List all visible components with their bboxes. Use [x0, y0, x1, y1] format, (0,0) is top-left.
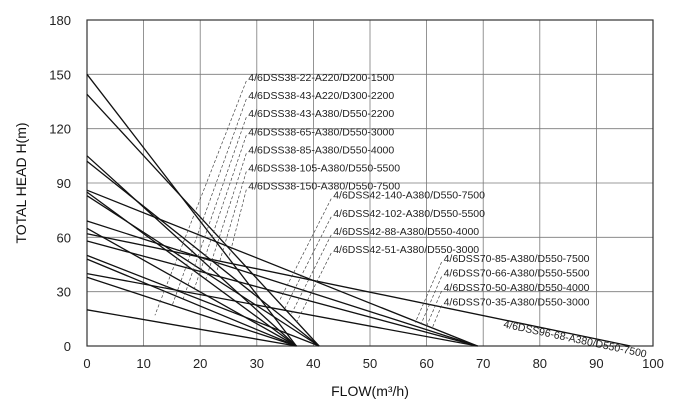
leader-line: [420, 276, 442, 325]
tick-labels: 0 10 20 30 40 50 60 70 80 90 100 0 30 60 90 120 150 180: [49, 13, 664, 371]
y-tick-label: 120: [49, 122, 71, 137]
series-line: [86, 220, 478, 347]
series-line: [86, 258, 297, 347]
leader-line: [171, 98, 247, 307]
series-line: [86, 309, 297, 347]
model-label: 4/6DSS38-105-A380/D550-5500: [248, 163, 400, 175]
leader-lines: [154, 80, 442, 329]
leader-line: [194, 135, 247, 289]
leader-line: [279, 198, 332, 301]
y-tick-label: 150: [49, 67, 71, 82]
series-line: [86, 160, 320, 347]
y-tick-label: 90: [57, 176, 71, 191]
model-label: 4/6DSS38-22-A220/D200-1500: [248, 72, 394, 84]
series-line: [86, 195, 320, 347]
x-tick-label: 50: [363, 356, 377, 371]
leader-line: [154, 80, 247, 316]
model-label: 4/6DSS42-140-A380/D550-7500: [333, 190, 485, 202]
leader-line: [296, 252, 332, 323]
y-tick-label: 180: [49, 13, 71, 28]
y-axis-title: TOTAL HEAD H(m): [13, 122, 29, 243]
leader-line: [182, 117, 247, 300]
model-label: 4/6DSS70-35-A380/D550-3000: [444, 297, 590, 309]
model-labels: 4/6DSS38-22-A220/D200-1500 4/6DSS38-43-A2…: [248, 72, 647, 361]
y-tick-label: 0: [64, 339, 71, 354]
series-line: [86, 240, 478, 347]
series-line: [86, 93, 320, 347]
x-tick-label: 20: [193, 356, 207, 371]
model-label: 4/6DSS42-102-A380/D550-5500: [333, 208, 485, 220]
model-label: 4/6DSS70-66-A380/D550-5500: [444, 268, 590, 280]
leader-line: [414, 261, 442, 323]
x-tick-label: 10: [136, 356, 150, 371]
model-label: 4/6DSS38-150-A380/D550-7500: [248, 181, 400, 193]
y-tick-label: 60: [57, 230, 71, 245]
x-tick-label: 60: [419, 356, 433, 371]
series-line: [86, 254, 320, 347]
leader-line: [431, 305, 442, 329]
model-label: 4/6DSS38-85-A380/D550-4000: [248, 144, 394, 156]
model-label: 4/6DSS38-43-A220/D300-2200: [248, 90, 394, 102]
model-label: 4/6DSS70-85-A380/D550-7500: [444, 253, 590, 265]
series-line: [86, 227, 297, 347]
model-label: 4/6DSS96-68-A380/D550-7500: [502, 318, 647, 360]
x-axis-title: FLOW(m³/h): [331, 383, 409, 399]
series-lines: [86, 73, 631, 347]
y-tick-label: 30: [57, 285, 71, 300]
x-tick-label: 0: [83, 356, 90, 371]
leader-line: [426, 290, 442, 327]
series-line: [86, 189, 478, 347]
model-label: 4/6DSS38-43-A380/D550-2200: [248, 108, 394, 120]
leader-line: [205, 153, 247, 280]
x-tick-label: 30: [250, 356, 264, 371]
x-tick-label: 90: [589, 356, 603, 371]
x-tick-label: 100: [642, 356, 664, 371]
leader-line: [228, 189, 247, 260]
leader-line: [290, 234, 332, 316]
plot-frame: [86, 19, 654, 347]
model-label: 4/6DSS42-88-A380/D550-4000: [333, 226, 479, 238]
series-line: [86, 272, 478, 347]
series-line: [86, 276, 297, 347]
x-tick-label: 40: [306, 356, 320, 371]
x-tick-label: 70: [476, 356, 490, 371]
model-label: 4/6DSS42-51-A380/D550-3000: [333, 244, 479, 256]
series-line: [86, 233, 631, 347]
model-label: 4/6DSS38-65-A380/D550-3000: [248, 126, 394, 138]
model-label: 4/6DSS70-50-A380/D550-4000: [444, 282, 590, 294]
leader-line: [284, 216, 332, 309]
leader-line: [216, 171, 247, 271]
x-tick-label: 80: [533, 356, 547, 371]
